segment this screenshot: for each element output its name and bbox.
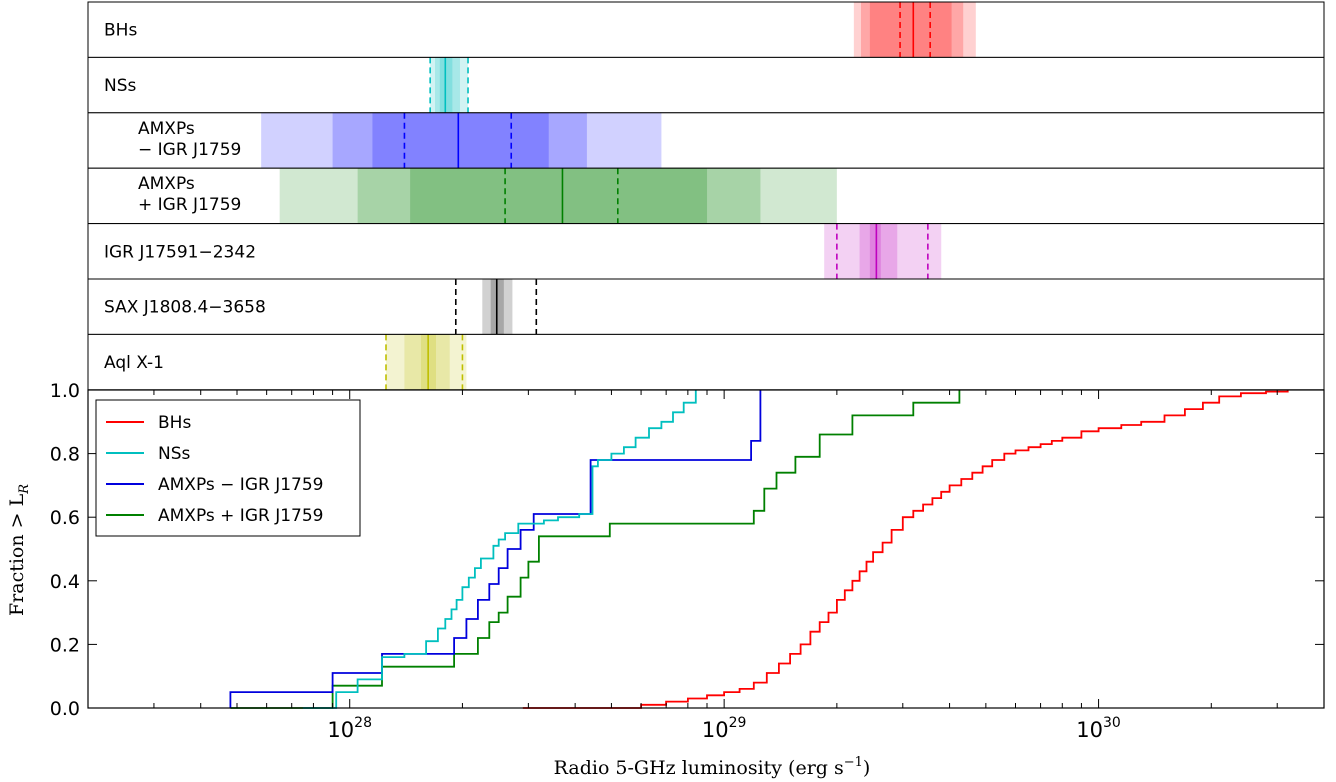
- x-tick-label: 1028: [327, 715, 372, 742]
- strip-row: Aql X-1: [87, 333, 1325, 391]
- strip-row: BHs: [87, 1, 1325, 58]
- strip-band: [869, 223, 881, 279]
- axis-labels: Radio 5-GHz luminosity (erg s−1) Fractio…: [6, 484, 870, 779]
- strip-band: [430, 57, 469, 113]
- strip-label: BHs: [104, 21, 137, 41]
- legend-entry: AMXPs − IGR J1759: [158, 475, 323, 495]
- x-axis-label-exponent: −1: [844, 755, 863, 770]
- strip-row: NSs: [87, 56, 1325, 114]
- strip-background: [88, 168, 1324, 224]
- y-tick-label: 0.0: [50, 698, 80, 720]
- legend-entry: BHs: [158, 413, 191, 433]
- strip-label: − IGR J1759: [138, 140, 241, 160]
- strip-band: [372, 112, 549, 169]
- strip-row: IGR J17591−2342: [87, 223, 1325, 280]
- y-tick-label: 1.0: [50, 380, 80, 402]
- strip-background: [88, 57, 1324, 113]
- x-tick-exponent: 28: [354, 715, 372, 731]
- strip-band: [410, 168, 708, 224]
- series-line: [230, 390, 961, 709]
- strip-band: [332, 112, 587, 169]
- strip-band: [386, 334, 467, 390]
- strip-label: AMXPs: [138, 119, 195, 139]
- strip-label: AMXPs: [138, 174, 195, 194]
- x-axis-label: Radio 5-GHz luminosity (erg s−1): [554, 755, 871, 779]
- strip-background: [88, 112, 1324, 169]
- strip-row: SAX J1808.4−3658: [87, 278, 1325, 335]
- strip-background: [88, 279, 1324, 335]
- series-line: [302, 390, 697, 709]
- x-tick-mantissa: 10: [1076, 718, 1103, 742]
- strip-band: [404, 334, 450, 390]
- strip-band: [860, 2, 964, 58]
- y-axis-label: Fraction > LR: [6, 484, 32, 616]
- strip-band: [279, 168, 837, 224]
- strip-label: + IGR J1759: [138, 195, 241, 215]
- strip-background: [88, 223, 1324, 279]
- strip-band: [869, 2, 952, 58]
- strip-row: AMXPs+ IGR J1759: [87, 167, 1325, 225]
- x-tick-exponent: 29: [729, 715, 747, 731]
- strip-band: [853, 2, 976, 58]
- x-tick-mantissa: 10: [327, 718, 354, 742]
- strip-label: Aql X-1: [104, 353, 164, 373]
- strip-band: [435, 57, 460, 113]
- strip-band: [261, 112, 662, 169]
- x-tick-label: 1030: [1076, 715, 1121, 742]
- y-axis-label-main: Fraction > L: [6, 493, 28, 616]
- legend-entry: AMXPs + IGR J1759: [158, 506, 323, 526]
- series-group: [229, 390, 1289, 709]
- y-tick-label: 0.6: [50, 507, 80, 529]
- strip-band: [824, 223, 942, 279]
- series-line: [522, 390, 1289, 709]
- plot-frame: [87, 389, 1325, 709]
- strip-row: AMXPs− IGR J1759: [87, 112, 1325, 169]
- x-tick-mantissa: 10: [702, 718, 729, 742]
- strip-label: IGR J17591−2342: [104, 242, 256, 262]
- y-tick-label: 0.4: [50, 571, 80, 593]
- x-axis-label-suffix: ): [863, 757, 870, 779]
- y-tick-label: 0.2: [50, 634, 80, 656]
- strip-label: NSs: [104, 76, 137, 96]
- x-ticks: 1028 1029 1030: [87, 390, 1325, 742]
- legend-entry: NSs: [158, 444, 191, 464]
- x-tick-label: 1029: [702, 715, 747, 742]
- strip-band: [859, 223, 898, 279]
- y-ticks: 0.0 0.2 0.4 0.6 0.8 1.0: [50, 380, 1324, 720]
- y-tick-label: 0.8: [50, 444, 80, 466]
- x-axis-label-prefix: Radio 5-GHz luminosity (erg s: [554, 757, 844, 779]
- strip-background: [88, 2, 1324, 58]
- strip-background: [88, 334, 1324, 390]
- x-tick-exponent: 30: [1103, 715, 1121, 731]
- strip-label: SAX J1808.4−3658: [104, 298, 266, 318]
- strip-band: [357, 168, 761, 224]
- legend: BHs NSs AMXPs − IGR J1759 AMXPs + IGR J1759: [95, 399, 361, 537]
- y-axis-label-subscript: R: [17, 484, 32, 495]
